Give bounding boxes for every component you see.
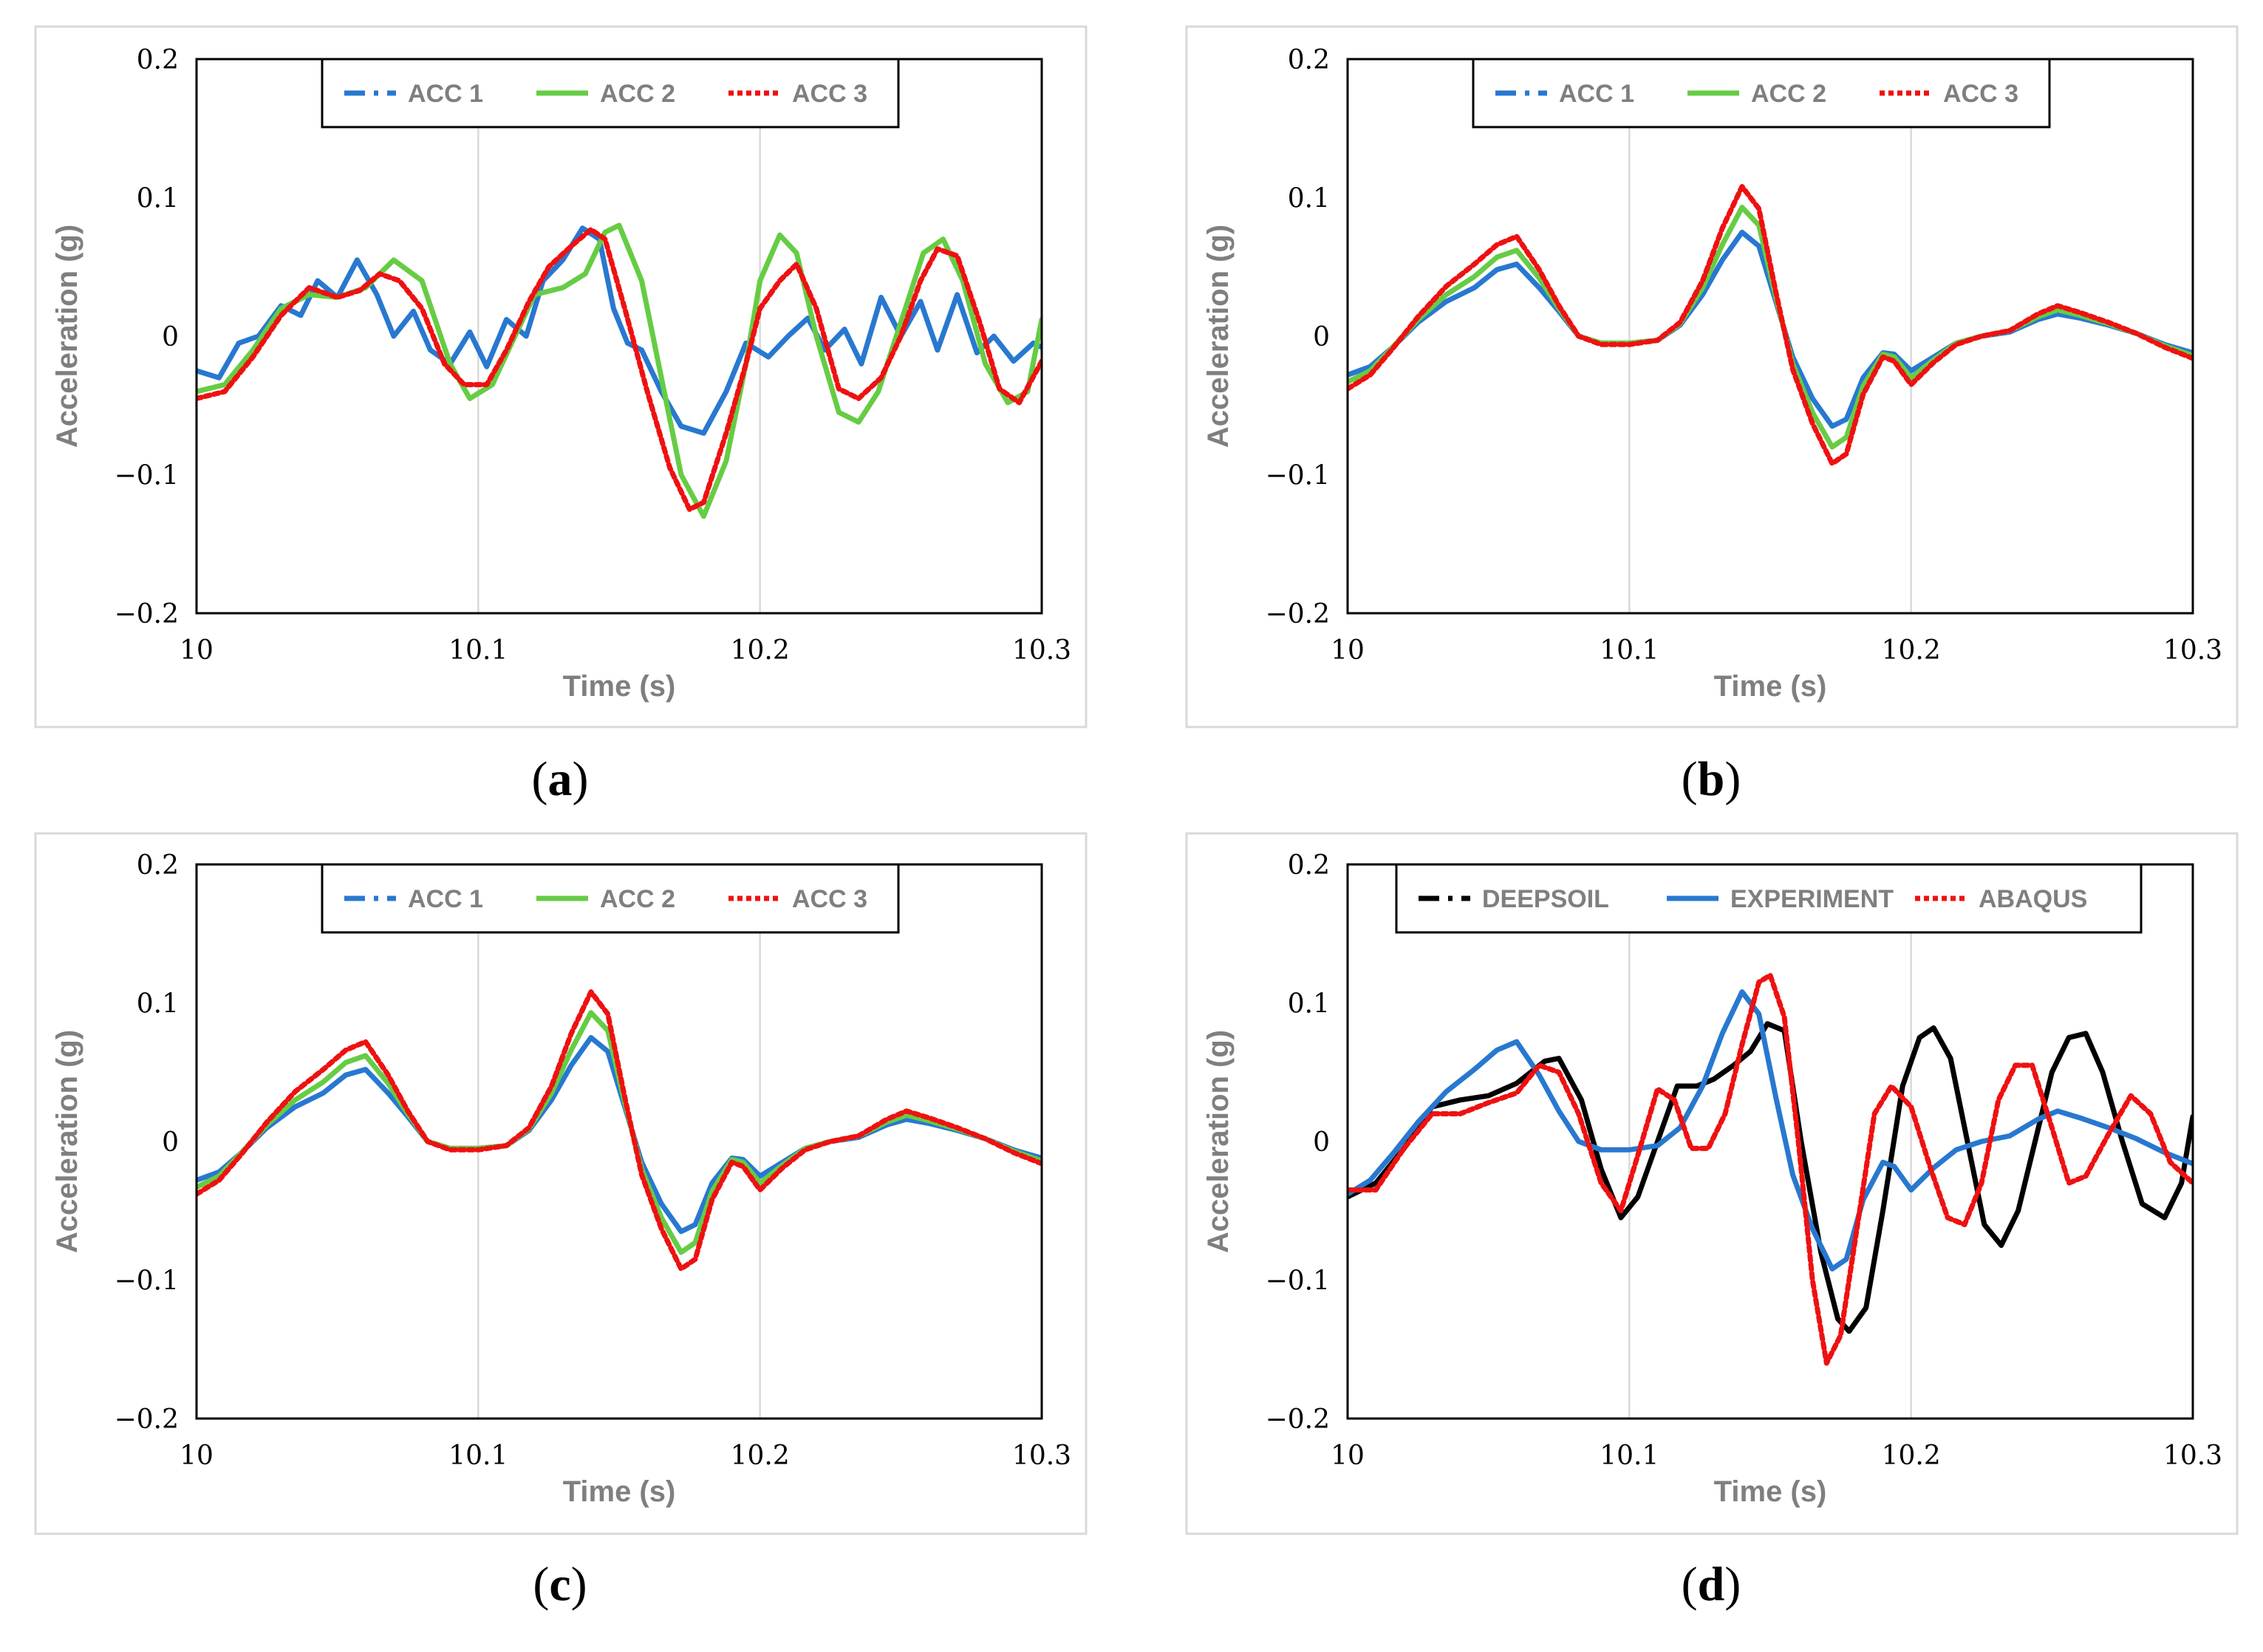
y-tick-label: 0.2 (1288, 45, 1330, 75)
chart-panel-a: 0.2 0.1 0 −0.1 −0.210 10.1 10.2 10.3 Time (s) Acc… (34, 25, 1088, 806)
caption-letter: a (548, 752, 573, 806)
y-tick-label: −0.2 (1266, 1404, 1330, 1435)
x-tick-label: 10.3 (2163, 1441, 2222, 1471)
y-tick-label: −0.1 (115, 1266, 179, 1297)
legend-label: ACC 3 (792, 80, 867, 108)
chart-panel-c: 0.2 0.1 0 −0.1 −0.210 10.1 10.2 10.3 Time (s) Acc… (34, 832, 1088, 1611)
legend-box (1472, 58, 2051, 129)
y-axis-label: Acceleration (g) (1202, 225, 1235, 448)
x-tick-label: 10.1 (1600, 1441, 1659, 1471)
caption-paren-open: ( (532, 752, 548, 806)
chart-frame (1185, 832, 2239, 1535)
x-tick-label: 10 (1331, 635, 1365, 666)
caption-paren-close: ) (1724, 1557, 1741, 1611)
y-tick-label: −0.2 (1266, 599, 1330, 629)
legend-box (1395, 863, 2143, 934)
series-line-acc-3 (197, 227, 1042, 512)
legend-label: ACC 2 (600, 80, 675, 108)
series-line-acc-3 (197, 989, 1042, 1272)
legend-label: ACC 3 (792, 885, 867, 913)
legend-box (321, 863, 900, 934)
panel-caption: (b) (1682, 752, 1741, 806)
caption-letter: b (1698, 752, 1725, 806)
x-axis-label: Time (s) (1714, 670, 1827, 703)
y-tick-label: 0.1 (137, 184, 179, 214)
legend: ACC 1 ACC 2 ACC 3 (321, 58, 900, 129)
y-tick-label: −0.2 (115, 1404, 179, 1435)
x-axis-label: Time (s) (563, 670, 676, 703)
chart-frame (34, 25, 1088, 728)
x-tick-label: 10.3 (1012, 1441, 1071, 1471)
x-axis-label: Time (s) (1714, 1475, 1827, 1508)
caption-paren-close: ) (573, 752, 589, 806)
x-tick-label: 10.2 (1882, 1441, 1941, 1471)
series-line-experiment (1348, 989, 2193, 1272)
panel-caption: (a) (532, 752, 589, 806)
y-tick-label: 0 (162, 1127, 179, 1158)
legend: ACC 1 ACC 2 ACC 3 (321, 863, 900, 934)
y-tick-label: 0 (1313, 322, 1330, 352)
legend-box (321, 58, 900, 129)
y-tick-label: 0.1 (1288, 184, 1330, 214)
legend-label: EXPERIMENT (1730, 885, 1894, 913)
caption-paren-close: ) (571, 1557, 587, 1611)
x-tick-label: 10.1 (1600, 635, 1659, 666)
y-tick-label: 0.2 (137, 850, 179, 881)
x-tick-label: 10.3 (1012, 635, 1071, 666)
caption-paren-open: ( (1682, 752, 1698, 806)
legend-label: ACC 1 (1559, 80, 1634, 108)
y-tick-label: −0.1 (1266, 1266, 1330, 1297)
caption-letter: c (549, 1557, 570, 1611)
caption-paren-close: ) (1724, 752, 1741, 806)
chart-frame (34, 832, 1088, 1535)
y-tick-label: 0.2 (1288, 850, 1330, 881)
y-tick-label: 0 (1313, 1127, 1330, 1158)
y-tick-label: 0.1 (1288, 989, 1330, 1020)
legend: ACC 1 ACC 2 ACC 3 (1472, 58, 2051, 129)
y-tick-label: −0.1 (1266, 461, 1330, 491)
y-tick-label: 0 (162, 322, 179, 352)
legend-label: ACC 2 (1751, 80, 1826, 108)
y-axis-label: Acceleration (g) (51, 1030, 83, 1253)
legend-label: ACC 3 (1943, 80, 2018, 108)
legend-label: ABAQUS (1979, 885, 2087, 913)
x-tick-label: 10 (180, 635, 214, 666)
legend-label: ACC 1 (408, 885, 483, 913)
legend: DEEPSOIL EXPERIMENT ABAQUS (1395, 863, 2143, 934)
x-tick-label: 10.2 (731, 635, 790, 666)
series-line-acc-1 (197, 225, 1042, 436)
panel-caption: (c) (533, 1557, 587, 1611)
chart-panel-d: 0.2 0.1 0 −0.1 −0.210 10.1 10.2 10.3 Time (s) Acc… (1185, 832, 2239, 1611)
x-axis-label: Time (s) (563, 1475, 676, 1508)
legend-label: ACC 1 (408, 80, 483, 108)
caption-paren-open: ( (1682, 1557, 1698, 1611)
y-tick-label: 0.1 (137, 989, 179, 1020)
y-axis-label: Acceleration (g) (51, 225, 83, 448)
x-tick-label: 10.2 (731, 1441, 790, 1471)
y-tick-label: −0.1 (115, 461, 179, 491)
chart-frame (1185, 25, 2239, 728)
chart-panel-b: 0.2 0.1 0 −0.1 −0.210 10.1 10.2 10.3 Time (s) Acc… (1185, 25, 2239, 806)
series-line-deepsoil (1348, 1021, 2193, 1334)
x-tick-label: 10.1 (448, 1441, 508, 1471)
x-tick-label: 10.2 (1882, 635, 1941, 666)
panel-caption: (d) (1682, 1557, 1741, 1611)
y-tick-label: −0.2 (115, 599, 179, 629)
series-line-acc-3 (1348, 184, 2193, 466)
y-axis-label: Acceleration (g) (1202, 1030, 1235, 1253)
x-tick-label: 10 (1331, 1441, 1365, 1471)
x-tick-label: 10 (180, 1441, 214, 1471)
x-tick-label: 10.3 (2163, 635, 2222, 666)
caption-letter: d (1698, 1557, 1725, 1611)
caption-paren-open: ( (533, 1557, 549, 1611)
legend-label: DEEPSOIL (1482, 885, 1609, 913)
x-tick-label: 10.1 (448, 635, 508, 666)
y-tick-label: 0.2 (137, 45, 179, 75)
series-line-abaqus (1348, 972, 2193, 1366)
legend-label: ACC 2 (600, 885, 675, 913)
